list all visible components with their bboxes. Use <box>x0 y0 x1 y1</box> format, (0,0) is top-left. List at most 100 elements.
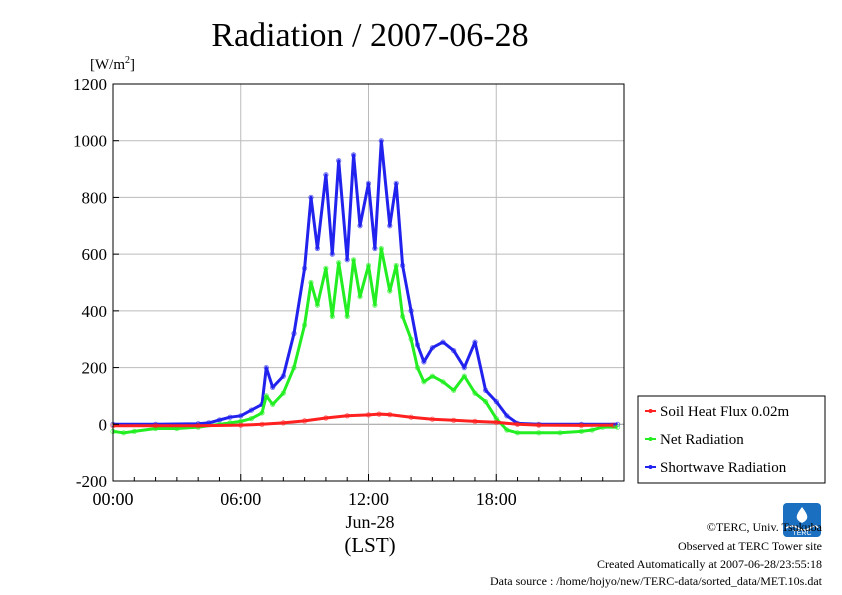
data-point <box>557 430 563 436</box>
data-point <box>280 420 286 426</box>
data-point <box>610 422 617 428</box>
data-point <box>248 407 254 413</box>
legend-label: Soil Heat Flux 0.02m <box>660 404 790 420</box>
data-point <box>314 245 320 252</box>
data-point <box>259 421 265 427</box>
y-tick-label: 800 <box>82 188 108 207</box>
data-point <box>578 422 585 428</box>
y-tick-label: 1000 <box>73 132 107 151</box>
data-point <box>323 172 329 178</box>
data-point <box>365 262 372 269</box>
data-point <box>131 428 137 434</box>
data-point <box>429 373 435 379</box>
data-point <box>514 421 521 427</box>
data-point <box>263 393 269 399</box>
data-point <box>440 339 446 345</box>
data-point <box>536 430 542 436</box>
data-point <box>408 336 414 342</box>
data-point <box>451 417 457 423</box>
data-point <box>263 364 269 371</box>
data-point <box>614 424 621 430</box>
data-point <box>270 401 276 407</box>
data-point <box>372 302 378 308</box>
series-soil-heat-flux-0-02m <box>110 411 617 429</box>
data-point <box>329 251 335 257</box>
y-tick-label: 0 <box>99 415 108 434</box>
data-point <box>493 398 499 405</box>
footer-source: Data source : /home/hojyo/new/TERC-data/… <box>489 574 822 588</box>
data-point <box>504 413 510 419</box>
series-net-radiation <box>110 245 621 436</box>
data-point <box>536 422 542 428</box>
x-tick-label: 06:00 <box>220 489 261 509</box>
legend-label: Net Radiation <box>660 432 744 448</box>
x-axis-date-label: Jun-28 <box>346 512 395 532</box>
data-point <box>314 302 320 308</box>
data-point <box>399 262 406 269</box>
data-point <box>451 347 457 354</box>
data-point <box>472 339 478 345</box>
y-tick-label: 200 <box>82 359 108 378</box>
data-point <box>153 423 159 429</box>
series-line <box>113 139 618 426</box>
data-point <box>472 418 478 424</box>
data-point <box>493 419 499 425</box>
x-tick-label: 18:00 <box>476 489 517 509</box>
data-point <box>393 262 399 269</box>
y-axis-unit-sup: 2 <box>125 55 130 66</box>
data-point <box>365 180 372 186</box>
data-point <box>414 364 421 371</box>
footer-site: Observed at TERC Tower site <box>677 539 822 553</box>
data-point <box>195 423 201 429</box>
data-point <box>578 428 585 434</box>
footer-copyright: ©TERC, Univ. Tsukuba <box>706 520 822 534</box>
x-axis-ticks: 00:00 06:00 12:00 18:00 <box>92 474 625 509</box>
data-point <box>421 359 427 365</box>
data-point <box>429 345 435 351</box>
data-point <box>393 180 399 186</box>
legend-marker <box>648 465 653 469</box>
grid-lines <box>113 84 624 481</box>
data-point <box>429 416 435 422</box>
data-point <box>421 379 427 385</box>
data-point <box>336 259 342 266</box>
data-point <box>461 364 467 371</box>
data-point <box>270 384 276 390</box>
x-tick-label: 12:00 <box>348 489 389 509</box>
data-point <box>336 158 342 164</box>
data-point <box>344 257 350 263</box>
x-tick-label: 00:00 <box>92 489 133 509</box>
data-point <box>504 427 510 433</box>
terc-logo-icon: TERC <box>783 503 821 537</box>
series-layer <box>110 138 621 436</box>
data-point <box>291 364 297 371</box>
data-point <box>387 288 393 294</box>
data-point <box>329 313 335 320</box>
data-point <box>344 413 350 419</box>
data-point <box>323 265 329 271</box>
data-point <box>461 373 467 379</box>
data-point <box>399 313 406 320</box>
data-point <box>301 265 308 271</box>
data-point <box>291 330 297 337</box>
series-line <box>112 247 618 435</box>
legend-label: Shortwave Radiation <box>660 460 787 476</box>
data-point <box>378 138 384 144</box>
data-point <box>344 313 350 320</box>
data-point <box>280 373 286 379</box>
y-axis-unit-close: ] <box>130 57 135 73</box>
data-point <box>408 308 414 314</box>
data-point <box>227 414 233 420</box>
logo-text: TERC <box>792 530 811 537</box>
legend-box <box>637 395 826 484</box>
data-point <box>372 245 378 252</box>
data-point <box>472 390 478 396</box>
data-point <box>350 152 357 158</box>
data-point <box>238 413 244 419</box>
data-point <box>301 322 308 328</box>
data-point <box>387 411 393 418</box>
data-point <box>408 414 414 420</box>
y-tick-label: 400 <box>82 302 108 321</box>
data-point <box>280 390 286 396</box>
legend-marker <box>648 437 653 441</box>
